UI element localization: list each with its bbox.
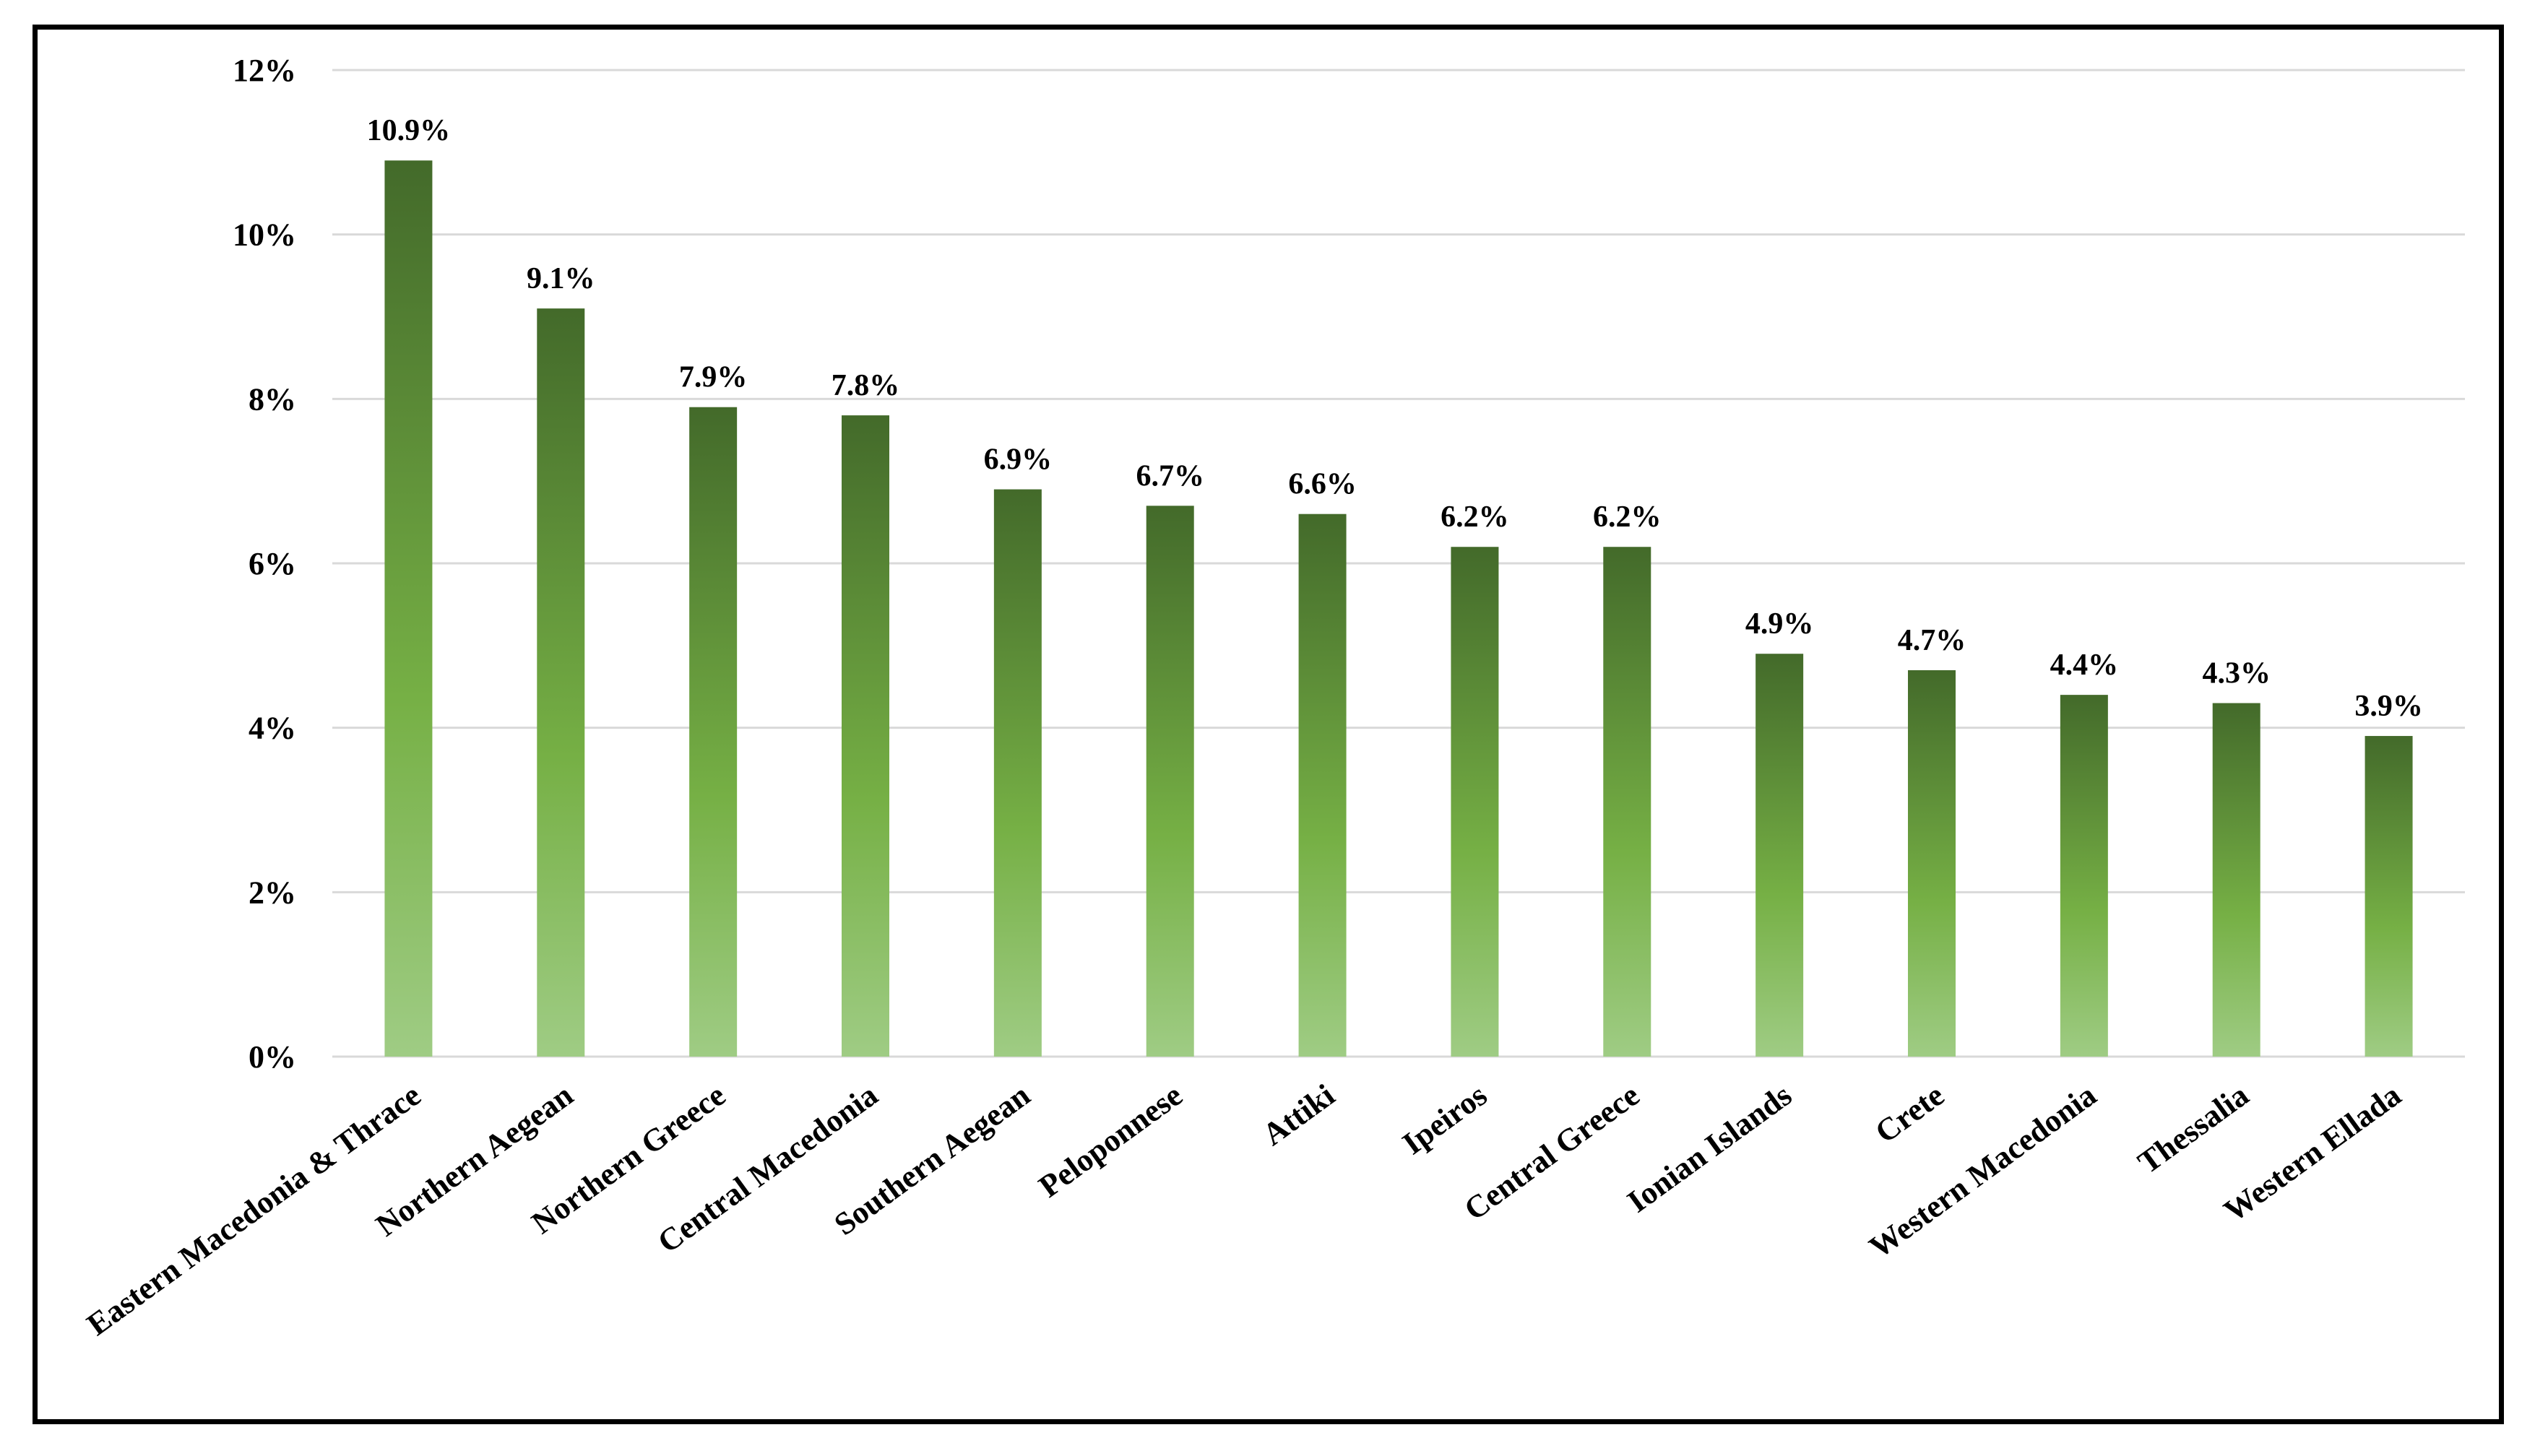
bar — [842, 415, 889, 1057]
data-label: 10.9% — [367, 114, 451, 147]
data-label: 7.8% — [832, 369, 900, 402]
y-axis-tick-labels: 0% 2% 4% 6% 8% 10% 12% — [233, 53, 296, 1075]
data-label: 6.2% — [1441, 500, 1509, 534]
data-label: 6.2% — [1593, 500, 1662, 534]
bar — [2365, 736, 2413, 1057]
y-tick-label: 12% — [233, 53, 296, 88]
data-labels: 10.9% 9.1% 7.9% 7.8% 6.9% 6.7% 6.6% 6.2% 6.2% 4.9… — [367, 114, 2423, 723]
y-tick-label: 2% — [249, 875, 296, 910]
y-tick-label: 10% — [233, 217, 296, 253]
gridlines — [332, 69, 2465, 1058]
data-label: 4.3% — [2202, 657, 2271, 690]
data-label: 4.4% — [2050, 649, 2119, 682]
data-label: 4.7% — [1898, 624, 1966, 657]
bar — [993, 489, 1042, 1057]
category-label: Thessalia — [2131, 1077, 2255, 1180]
data-label: 6.7% — [1136, 459, 1204, 493]
y-tick-label: 6% — [249, 546, 296, 581]
bar — [1908, 670, 1956, 1057]
y-tick-label: 0% — [249, 1039, 296, 1075]
data-label: 9.1% — [527, 262, 595, 295]
bar — [1451, 547, 1499, 1057]
bar — [1146, 506, 1194, 1057]
category-label: Ionian Islands — [1621, 1077, 1798, 1219]
y-tick-label: 8% — [249, 381, 296, 417]
y-tick-label: 4% — [249, 711, 296, 746]
category-label: Attiki — [1256, 1077, 1342, 1152]
category-label: Peloponnese — [1032, 1077, 1189, 1204]
bars — [384, 160, 2413, 1057]
bar — [1298, 514, 1347, 1057]
bar — [1603, 547, 1651, 1057]
bar — [537, 308, 585, 1057]
category-label: Ipeiros — [1396, 1077, 1493, 1161]
data-label: 7.9% — [679, 361, 748, 394]
bar — [1756, 654, 1804, 1057]
category-label: Crete — [1869, 1077, 1951, 1150]
data-label: 4.9% — [1745, 607, 1814, 641]
data-label: 3.9% — [2354, 690, 2423, 723]
chart-frame: 0% 2% 4% 6% 8% 10% 12% 10.9% 9.1% 7.9% 7.8% 6.9% 6.… — [33, 25, 2504, 1424]
bar-chart: 0% 2% 4% 6% 8% 10% 12% 10.9% 9.1% 7.9% 7.8% 6.9% 6.… — [80, 53, 2465, 1343]
data-label: 6.6% — [1288, 468, 1357, 501]
bar — [384, 160, 433, 1057]
bar — [689, 407, 738, 1057]
data-label: 6.9% — [984, 443, 1053, 477]
bar — [2060, 695, 2108, 1057]
bar — [2212, 703, 2260, 1057]
